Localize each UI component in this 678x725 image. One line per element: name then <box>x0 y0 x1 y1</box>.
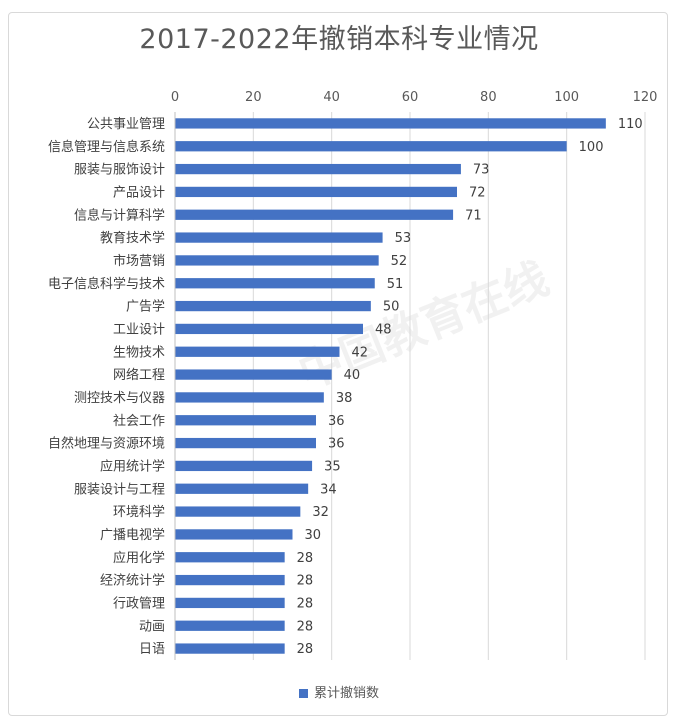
category-label: 信息管理与信息系统 <box>48 139 165 155</box>
data-label: 50 <box>383 300 400 315</box>
x-tick-label: 20 <box>245 90 262 105</box>
data-label: 71 <box>465 208 482 223</box>
data-label: 36 <box>328 414 345 429</box>
category-label: 公共事业管理 <box>87 117 165 132</box>
data-label: 34 <box>320 482 337 497</box>
bar <box>175 415 316 426</box>
bar <box>175 163 461 175</box>
data-label: 73 <box>473 163 490 178</box>
chart-frame <box>8 12 668 716</box>
data-label: 28 <box>297 574 314 589</box>
category-label: 动画 <box>139 619 165 634</box>
data-label: 100 <box>579 140 604 155</box>
legend-label: 累计撤销数 <box>313 686 379 701</box>
bar <box>175 529 293 540</box>
bar <box>175 278 375 289</box>
category-label: 经济统计学 <box>100 573 165 589</box>
category-label: 环境科学 <box>113 504 165 520</box>
category-label: 广告学 <box>126 299 165 315</box>
bar <box>175 232 383 243</box>
x-tick-label: 40 <box>323 90 340 105</box>
category-label: 市场营销 <box>113 253 165 269</box>
category-label: 广播电视学 <box>100 527 165 543</box>
category-label: 信息与计算科学 <box>74 207 165 223</box>
bar <box>175 437 316 449</box>
data-label: 28 <box>297 596 314 611</box>
x-tick-label: 120 <box>633 90 658 105</box>
x-tick-label: 0 <box>171 90 179 105</box>
legend: 累计撤销数 <box>0 682 678 701</box>
data-label: 42 <box>352 345 369 360</box>
bar <box>175 323 363 335</box>
x-tick-label: 80 <box>480 90 497 105</box>
category-label: 网络工程 <box>113 367 165 383</box>
bar <box>175 552 285 563</box>
category-label: 服装与服饰设计 <box>74 163 165 178</box>
category-label: 行政管理 <box>113 596 165 611</box>
category-label: 工业设计 <box>113 322 165 337</box>
data-label: 28 <box>297 551 314 566</box>
bar <box>175 460 313 472</box>
data-label: 53 <box>395 231 412 246</box>
bar <box>175 255 379 266</box>
category-label: 产品设计 <box>113 185 165 200</box>
bar <box>175 483 309 494</box>
bar <box>175 369 332 380</box>
category-label: 日语 <box>139 642 165 657</box>
bar <box>175 118 606 129</box>
data-label: 28 <box>297 642 314 657</box>
bar <box>175 141 567 152</box>
x-tick-label: 60 <box>402 90 419 105</box>
data-label: 110 <box>618 117 643 132</box>
category-label: 应用统计学 <box>100 458 165 474</box>
data-label: 30 <box>305 528 322 543</box>
data-label: 40 <box>344 368 361 383</box>
bar <box>175 597 285 609</box>
chart-title: 2017-2022年撤销本科专业情况 <box>139 24 539 55</box>
category-label: 测控技术与仪器 <box>74 391 165 406</box>
data-label: 36 <box>328 437 345 452</box>
category-label: 教育技术学 <box>100 230 165 246</box>
bar <box>175 620 285 631</box>
category-label: 生物技术 <box>113 345 165 360</box>
bar <box>175 300 371 312</box>
data-label: 28 <box>297 619 314 634</box>
bar <box>175 643 285 654</box>
legend-swatch <box>298 689 308 698</box>
bar <box>175 346 340 357</box>
data-label: 38 <box>336 391 353 406</box>
x-tick-label: 100 <box>554 90 579 105</box>
data-label: 32 <box>312 505 329 520</box>
data-label: 35 <box>324 459 341 474</box>
data-label: 51 <box>387 277 404 292</box>
category-label: 自然地理与资源环境 <box>48 436 165 452</box>
category-label: 应用化学 <box>113 550 165 566</box>
category-label: 电子信息科学与技术 <box>48 276 165 292</box>
bar <box>175 506 301 517</box>
bar <box>175 186 457 198</box>
bar <box>175 574 285 586</box>
bar <box>175 392 324 403</box>
category-label: 服装设计与工程 <box>74 482 165 497</box>
data-label: 72 <box>469 185 486 200</box>
data-label: 48 <box>375 322 392 337</box>
bar <box>175 209 454 220</box>
category-label: 社会工作 <box>113 413 165 429</box>
data-label: 52 <box>391 254 408 269</box>
